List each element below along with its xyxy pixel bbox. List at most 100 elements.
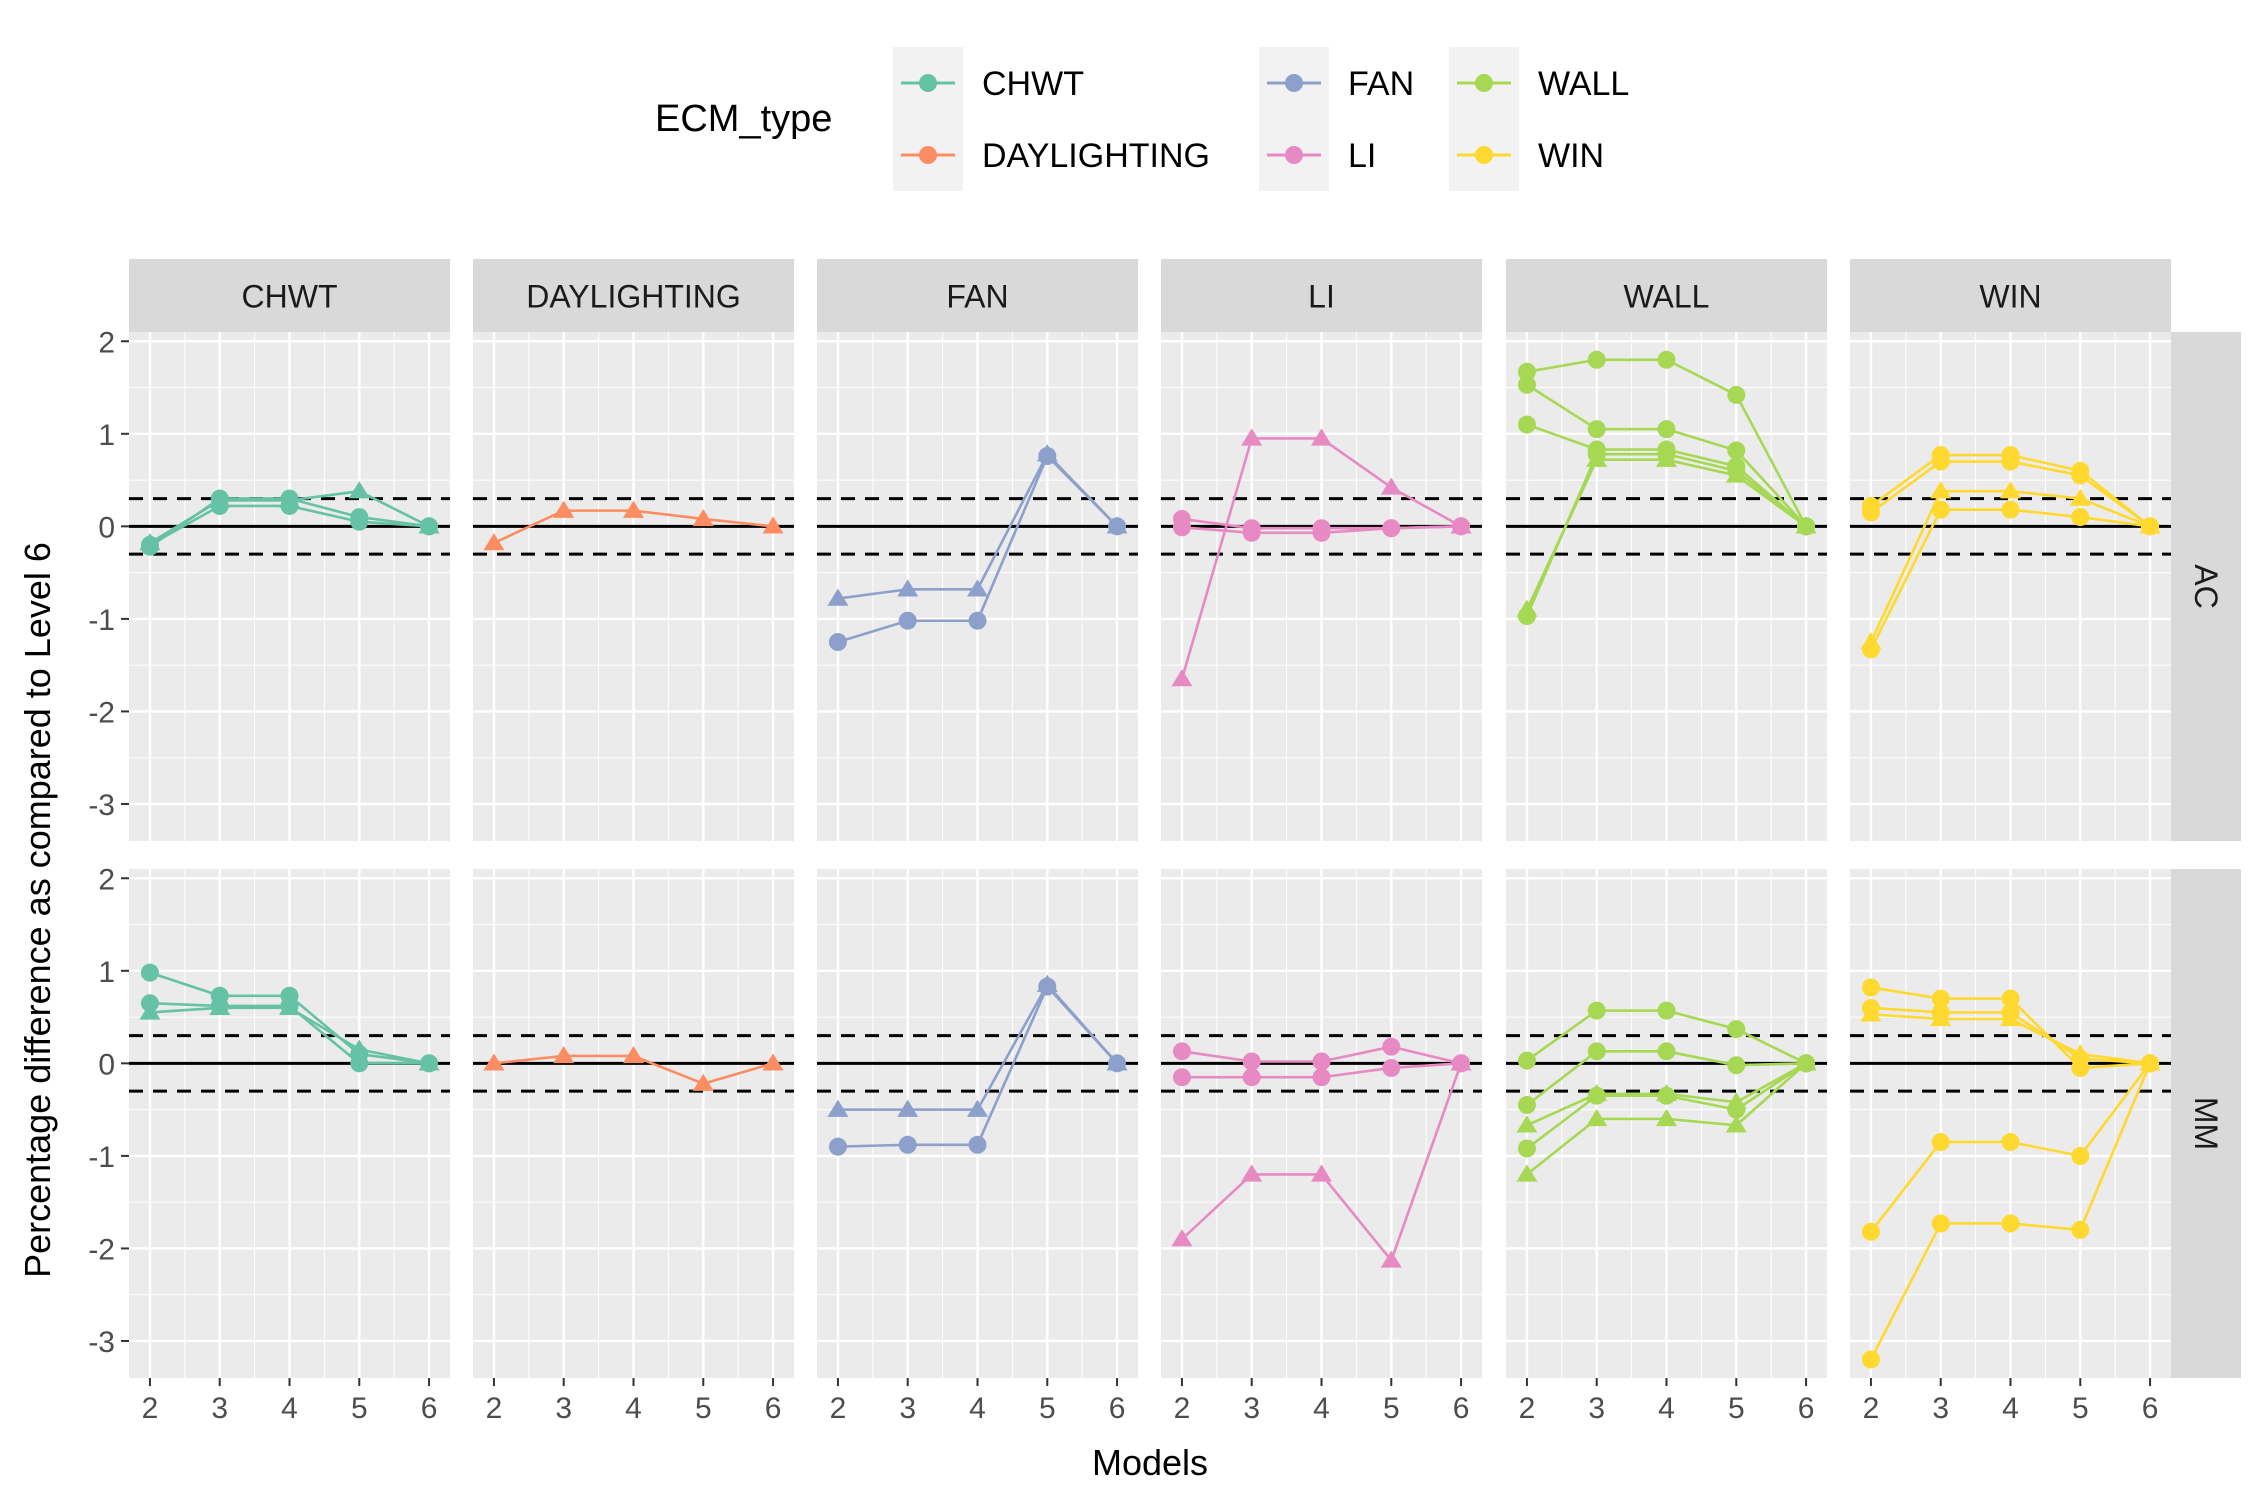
- circle-point: [1657, 1086, 1676, 1105]
- triangle-point: [2069, 488, 2091, 506]
- circle-point: [1242, 1052, 1261, 1071]
- circle-point: [1861, 978, 1880, 997]
- triangle-point: [623, 1045, 644, 1064]
- triangle-point: [1795, 1053, 1817, 1071]
- triangle-point: [418, 1053, 440, 1071]
- triangle-point: [139, 533, 161, 551]
- circle-point: [1657, 350, 1676, 369]
- circle-point: [1517, 1051, 1536, 1070]
- legend-label: FAN: [1348, 65, 1414, 103]
- circle-point: [1657, 420, 1676, 439]
- circle-point: [968, 611, 987, 630]
- triangle-point: [553, 1045, 575, 1064]
- circle-point: [1038, 447, 1057, 466]
- circle-point: [1312, 1052, 1331, 1071]
- strip-col-label-win: WIN: [1979, 279, 2041, 315]
- circle-point: [968, 1135, 987, 1154]
- strip-row-ac: [2171, 332, 2241, 841]
- circle-point: [1382, 519, 1401, 538]
- circle-point: [1931, 1133, 1950, 1152]
- circle-point: [1931, 452, 1950, 471]
- legend-label: WALL: [1538, 65, 1629, 103]
- triangle-point: [1930, 481, 1952, 499]
- y-tick-label: 1: [98, 419, 115, 452]
- legend-key-point: [1285, 74, 1303, 92]
- panel-mm-li: [1161, 869, 1482, 1378]
- legend-item-chwt: CHWT: [893, 47, 1084, 119]
- x-tick-label: 2: [1519, 1392, 1536, 1425]
- circle-point: [1861, 1350, 1880, 1369]
- x-tick-label: 5: [1728, 1392, 1745, 1425]
- legend-label: CHWT: [982, 65, 1084, 103]
- circle-point: [350, 1054, 369, 1073]
- x-tick-label: 4: [625, 1392, 642, 1425]
- circle-point: [140, 963, 159, 982]
- strip-col-fan: [817, 259, 1138, 332]
- circle-point: [1517, 1095, 1536, 1114]
- triangle-point: [1586, 1108, 1608, 1127]
- circle-point: [2071, 1146, 2090, 1165]
- legend-key-point: [919, 74, 937, 92]
- triangle-point: [1930, 1008, 1952, 1027]
- strip-col-label-li: LI: [1308, 279, 1335, 315]
- circle-point: [1517, 362, 1536, 381]
- triangle-point: [827, 588, 849, 606]
- legend-label: LI: [1348, 137, 1376, 175]
- x-tick-label: 6: [2142, 1392, 2159, 1425]
- triangle-point: [1380, 1250, 1402, 1268]
- circle-point: [1517, 1139, 1536, 1158]
- y-tick-label: 0: [98, 1048, 115, 1081]
- circle-point: [2071, 466, 2090, 485]
- x-tick-label: 2: [142, 1392, 159, 1425]
- circle-point: [1861, 640, 1880, 659]
- strip-row-label-ac: AC: [2188, 564, 2224, 608]
- circle-point: [1382, 1037, 1401, 1056]
- triangle-point: [1380, 477, 1402, 495]
- triangle-point: [967, 1099, 988, 1117]
- x-tick-label: 3: [1588, 1392, 1605, 1425]
- panel-ac-wall: [1506, 332, 1827, 841]
- triangle-point: [1860, 1004, 1882, 1022]
- legend-item-li: LI: [1259, 119, 1376, 191]
- x-tick-label: 5: [2072, 1392, 2089, 1425]
- strip-row-mm: [2171, 869, 2241, 1378]
- triangle-point: [418, 516, 440, 534]
- circle-point: [2141, 1054, 2160, 1073]
- circle-point: [1452, 517, 1471, 536]
- panel-mm-win: [1850, 869, 2171, 1378]
- circle-point: [1657, 1001, 1676, 1020]
- triangle-point: [762, 1053, 784, 1071]
- triangle-point: [139, 1002, 161, 1020]
- triangle-point: [2000, 481, 2021, 499]
- circle-point: [1727, 461, 1746, 480]
- panel-mm-daylighting: [473, 869, 794, 1378]
- x-tick-label: 2: [1174, 1392, 1191, 1425]
- triangle-point: [623, 500, 644, 518]
- triangle-point: [1311, 1164, 1332, 1182]
- x-tick-label: 4: [969, 1392, 986, 1425]
- x-tick-label: 2: [486, 1392, 503, 1425]
- y-tick-label: -1: [88, 1141, 115, 1174]
- circle-point: [1172, 1068, 1191, 1087]
- circle-point: [1242, 1068, 1261, 1087]
- triangle-point: [279, 997, 300, 1016]
- circle-point: [1312, 1068, 1331, 1087]
- triangle-point: [897, 1099, 919, 1117]
- circle-point: [1727, 1056, 1746, 1075]
- triangle-point: [209, 490, 231, 508]
- legend-key-point: [1285, 146, 1303, 164]
- legend-item-fan: FAN: [1259, 47, 1414, 119]
- circle-point: [1242, 523, 1261, 542]
- strip-col-label-wall: WALL: [1624, 279, 1710, 315]
- circle-point: [2071, 1220, 2090, 1239]
- triangle-point: [897, 579, 919, 597]
- x-tick-label: 4: [281, 1392, 298, 1425]
- triangle-point: [1450, 1053, 1472, 1071]
- circle-point: [1587, 1042, 1606, 1061]
- strip-col-wall: [1506, 259, 1827, 332]
- circle-point: [828, 633, 847, 652]
- x-tick-label: 6: [1453, 1392, 1470, 1425]
- circle-point: [2001, 1214, 2020, 1233]
- strip-col-label-chwt: CHWT: [242, 279, 338, 315]
- circle-point: [1861, 1222, 1880, 1241]
